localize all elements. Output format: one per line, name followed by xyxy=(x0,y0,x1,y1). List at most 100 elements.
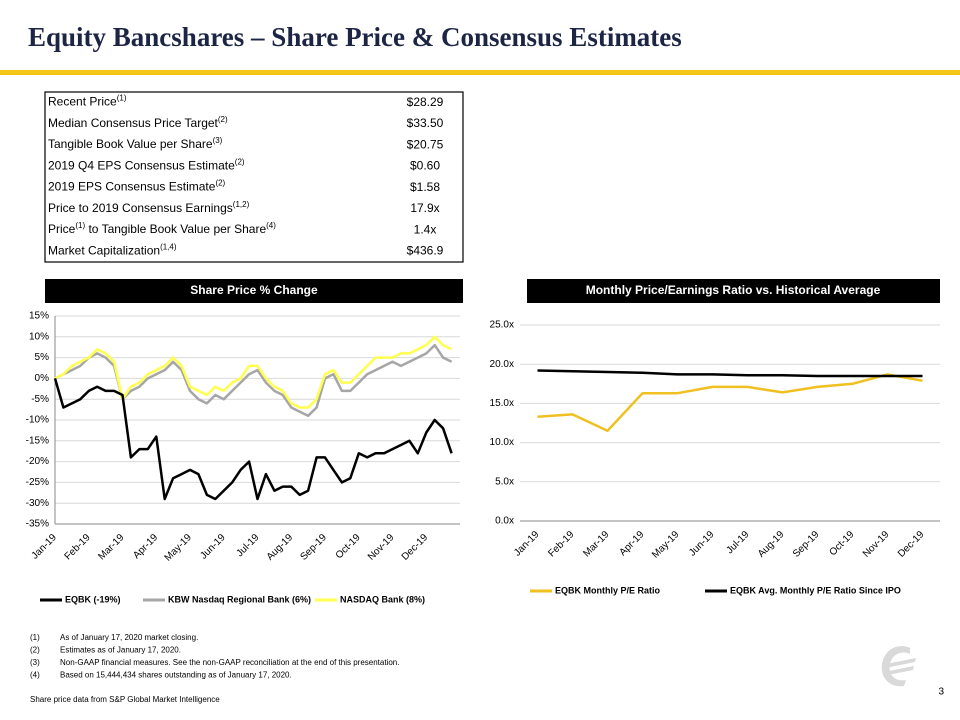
x-tick-label: Sep-19 xyxy=(791,529,822,560)
legend-label: KBW Nasdaq Regional Bank (6%) xyxy=(168,594,311,604)
label-text: Tangible Book Value per Share xyxy=(48,137,213,151)
x-tick-label: Jun-19 xyxy=(198,532,228,562)
superscript: (1,2) xyxy=(233,199,250,208)
row-label: Recent Price(1) xyxy=(48,93,127,109)
footnote-text: Estimates as of January 17, 2020. xyxy=(60,646,181,655)
label-text: Price xyxy=(48,222,76,236)
footnote-text: Non-GAAP financial measures. See the non… xyxy=(60,658,399,667)
row-label: Price(1) to Tangible Book Value per Shar… xyxy=(48,221,276,237)
x-tick-label: Apr-19 xyxy=(617,529,646,558)
x-tick-label: Oct-19 xyxy=(827,529,856,558)
legend-label: EQBK (-19%) xyxy=(65,594,121,604)
footnote-number: (2) xyxy=(30,646,40,655)
superscript: (2) xyxy=(215,178,225,187)
logo xyxy=(881,645,916,687)
row-label: 2019 Q4 EPS Consensus Estimate(2) xyxy=(48,157,245,173)
y-tick-label: 15% xyxy=(29,311,49,322)
x-tick-label: Nov-19 xyxy=(861,529,892,560)
y-tick-label: 25.0x xyxy=(490,320,514,331)
series-line xyxy=(537,373,923,433)
slide-title: Equity Bancshares – Share Price & Consen… xyxy=(28,22,682,52)
footnote-number: (4) xyxy=(30,671,40,680)
label-text: 2019 Q4 EPS Consensus Estimate xyxy=(48,159,235,173)
row-value: 1.4x xyxy=(414,222,437,236)
x-tick-label: Jun-19 xyxy=(687,529,717,559)
source-note: Share price data from S&P Global Market … xyxy=(30,695,220,704)
superscript: (1) xyxy=(75,221,85,230)
row-label: Tangible Book Value per Share(3) xyxy=(48,136,223,152)
row-value: $0.60 xyxy=(410,159,440,173)
x-tick-label: Feb-19 xyxy=(63,532,93,562)
chart-header xyxy=(527,279,940,303)
x-tick-label: Feb-19 xyxy=(546,529,576,559)
legend-label: NASDAQ Bank (8%) xyxy=(340,594,425,604)
x-tick-label: May-19 xyxy=(163,532,195,564)
y-tick-label: -20% xyxy=(26,456,49,467)
x-tick-label: Sep-19 xyxy=(298,532,329,563)
y-tick-label: 20.0x xyxy=(490,359,514,370)
x-tick-label: Mar-19 xyxy=(96,532,126,562)
superscript: (2) xyxy=(235,157,245,166)
x-tick-label: Jul-19 xyxy=(724,529,751,556)
y-tick-label: -35% xyxy=(26,519,49,530)
x-tick-label: Oct-19 xyxy=(334,532,363,561)
y-tick-label: 10% xyxy=(29,331,49,342)
row-label: Price to 2019 Consensus Earnings(1,2) xyxy=(48,199,250,215)
y-tick-label: 10.0x xyxy=(490,437,514,448)
x-tick-label: Apr-19 xyxy=(131,532,160,561)
x-tick-label: Jan-19 xyxy=(30,532,60,562)
y-tick-label: 5.0x xyxy=(495,476,514,487)
superscript: (2) xyxy=(218,114,228,123)
x-tick-label: Dec-19 xyxy=(896,529,927,560)
label-text: 2019 EPS Consensus Estimate xyxy=(48,180,216,194)
legend-label: EQBK Monthly P/E Ratio xyxy=(555,585,661,595)
row-value: $33.50 xyxy=(407,116,444,130)
x-tick-label: Aug-19 xyxy=(756,529,787,560)
title-rule xyxy=(0,70,960,75)
x-tick-label: Aug-19 xyxy=(265,532,296,563)
x-tick-label: Jan-19 xyxy=(512,529,542,559)
row-label: Market Capitalization(1,4) xyxy=(48,242,177,258)
row-value: $28.29 xyxy=(407,95,444,109)
label-text: Price to 2019 Consensus Earnings xyxy=(48,201,233,215)
superscript: (3) xyxy=(213,136,223,145)
row-value: 17.9x xyxy=(410,201,439,215)
superscript: (4) xyxy=(266,221,276,230)
chart-header xyxy=(45,279,463,303)
x-tick-label: May-19 xyxy=(650,529,682,561)
row-value: $1.58 xyxy=(410,180,440,194)
x-tick-label: Dec-19 xyxy=(400,532,431,563)
row-label: 2019 EPS Consensus Estimate(2) xyxy=(48,178,226,194)
legend-label: EQBK Avg. Monthly P/E Ratio Since IPO xyxy=(730,585,901,595)
y-tick-label: -15% xyxy=(26,435,49,446)
y-tick-label: -10% xyxy=(26,415,49,426)
x-tick-label: Jul-19 xyxy=(234,532,261,559)
series-line xyxy=(54,343,453,418)
series-line xyxy=(537,369,923,378)
label-text: Market Capitalization xyxy=(48,244,160,258)
chart-title: Share Price % Change xyxy=(190,283,318,297)
label-text: Recent Price xyxy=(48,95,117,109)
row-value: $20.75 xyxy=(407,137,444,151)
y-tick-label: 0% xyxy=(35,373,50,384)
series-line xyxy=(53,378,453,501)
table-border xyxy=(44,91,464,263)
y-tick-label: 0.0x xyxy=(495,516,514,527)
footnote-text: As of January 17, 2020 market closing. xyxy=(60,633,198,642)
y-tick-label: -5% xyxy=(31,394,49,405)
label-text: to Tangible Book Value per Share xyxy=(85,222,266,236)
page-number: 3 xyxy=(938,687,944,698)
row-label: Median Consensus Price Target(2) xyxy=(48,114,228,130)
footnote-number: (3) xyxy=(30,658,40,667)
y-tick-label: -30% xyxy=(26,498,49,509)
y-tick-label: -25% xyxy=(26,477,49,488)
y-tick-label: 15.0x xyxy=(490,398,514,409)
label-text: Median Consensus Price Target xyxy=(48,116,219,130)
footnote-number: (1) xyxy=(30,633,40,642)
chart-title: Monthly Price/Earnings Ratio vs. Histori… xyxy=(586,283,881,297)
row-value: $436.9 xyxy=(407,244,444,258)
x-tick-label: Nov-19 xyxy=(366,532,397,563)
x-tick-label: Mar-19 xyxy=(581,529,611,559)
y-tick-label: 5% xyxy=(35,352,50,363)
